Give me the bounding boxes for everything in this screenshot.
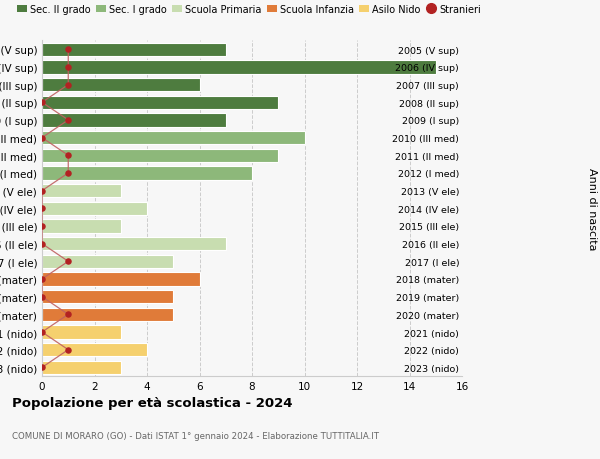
Bar [42, 96, 278, 110]
Point [64, 346, 73, 353]
Bar [42, 167, 252, 180]
Point [37, 364, 47, 371]
Point [37, 134, 47, 142]
Bar [42, 79, 199, 92]
Point [64, 117, 73, 124]
Point [37, 223, 47, 230]
Bar [42, 61, 436, 74]
Bar [42, 343, 147, 357]
Point [64, 152, 73, 160]
Point [64, 311, 73, 319]
Point [37, 99, 47, 106]
Point [37, 188, 47, 195]
Bar [42, 149, 278, 162]
Text: Popolazione per età scolastica - 2024: Popolazione per età scolastica - 2024 [12, 396, 293, 409]
Legend: Sec. II grado, Sec. I grado, Scuola Primaria, Scuola Infanzia, Asilo Nido, Stran: Sec. II grado, Sec. I grado, Scuola Prim… [17, 5, 481, 15]
Point [64, 170, 73, 177]
Text: COMUNE DI MORARO (GO) - Dati ISTAT 1° gennaio 2024 - Elaborazione TUTTITALIA.IT: COMUNE DI MORARO (GO) - Dati ISTAT 1° ge… [12, 431, 379, 440]
Point [37, 329, 47, 336]
Bar [42, 308, 173, 321]
Point [37, 276, 47, 283]
Point [64, 64, 73, 72]
Bar [42, 132, 305, 145]
Point [64, 82, 73, 89]
Bar [42, 185, 121, 198]
Point [37, 205, 47, 213]
Bar [42, 202, 147, 215]
Bar [42, 326, 121, 339]
Point [37, 293, 47, 301]
Bar [42, 44, 226, 57]
Bar [42, 291, 173, 304]
Bar [42, 273, 199, 286]
Point [37, 241, 47, 248]
Bar [42, 361, 121, 374]
Point [64, 46, 73, 54]
Bar [42, 114, 226, 127]
Text: Anni di nascita: Anni di nascita [587, 168, 597, 250]
Bar [42, 255, 173, 269]
Bar [42, 220, 121, 233]
Point [64, 258, 73, 265]
Bar [42, 237, 226, 251]
